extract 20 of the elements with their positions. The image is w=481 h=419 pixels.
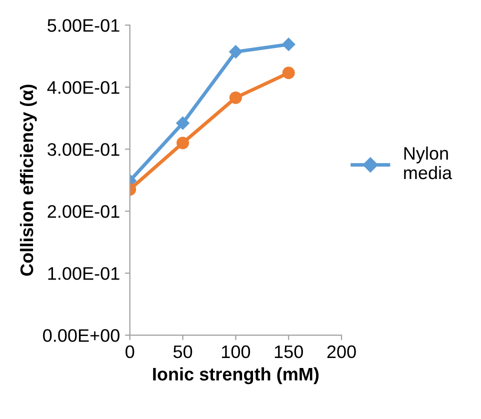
y-tick-label: 4.00E-01 bbox=[47, 81, 120, 94]
y-tick-label: 3.00E-01 bbox=[48, 143, 120, 156]
x-tick-label: 200 bbox=[327, 345, 356, 358]
legend-label: Nylon media bbox=[404, 146, 452, 180]
y-tick-label: 2.00E-01 bbox=[48, 205, 120, 218]
y-axis-title: Collision efficiency (α) bbox=[20, 84, 37, 276]
y-tick-label: 5.00E-01 bbox=[48, 19, 120, 32]
point bbox=[176, 116, 190, 130]
x-tick-label: 50 bbox=[173, 345, 192, 358]
point bbox=[229, 45, 242, 58]
x-tick-label: 0 bbox=[126, 345, 134, 358]
x-tick-label: 100 bbox=[222, 345, 250, 358]
point bbox=[229, 91, 242, 104]
y-tick-label: 0.00E+00 bbox=[43, 329, 120, 342]
point bbox=[282, 38, 296, 51]
y-tick-label: 1.00E-01 bbox=[48, 267, 120, 280]
point bbox=[282, 66, 295, 80]
point bbox=[176, 136, 190, 150]
x-axis-title: Ionic strength (mM) bbox=[153, 367, 319, 384]
x-tick-label: 150 bbox=[274, 345, 303, 358]
